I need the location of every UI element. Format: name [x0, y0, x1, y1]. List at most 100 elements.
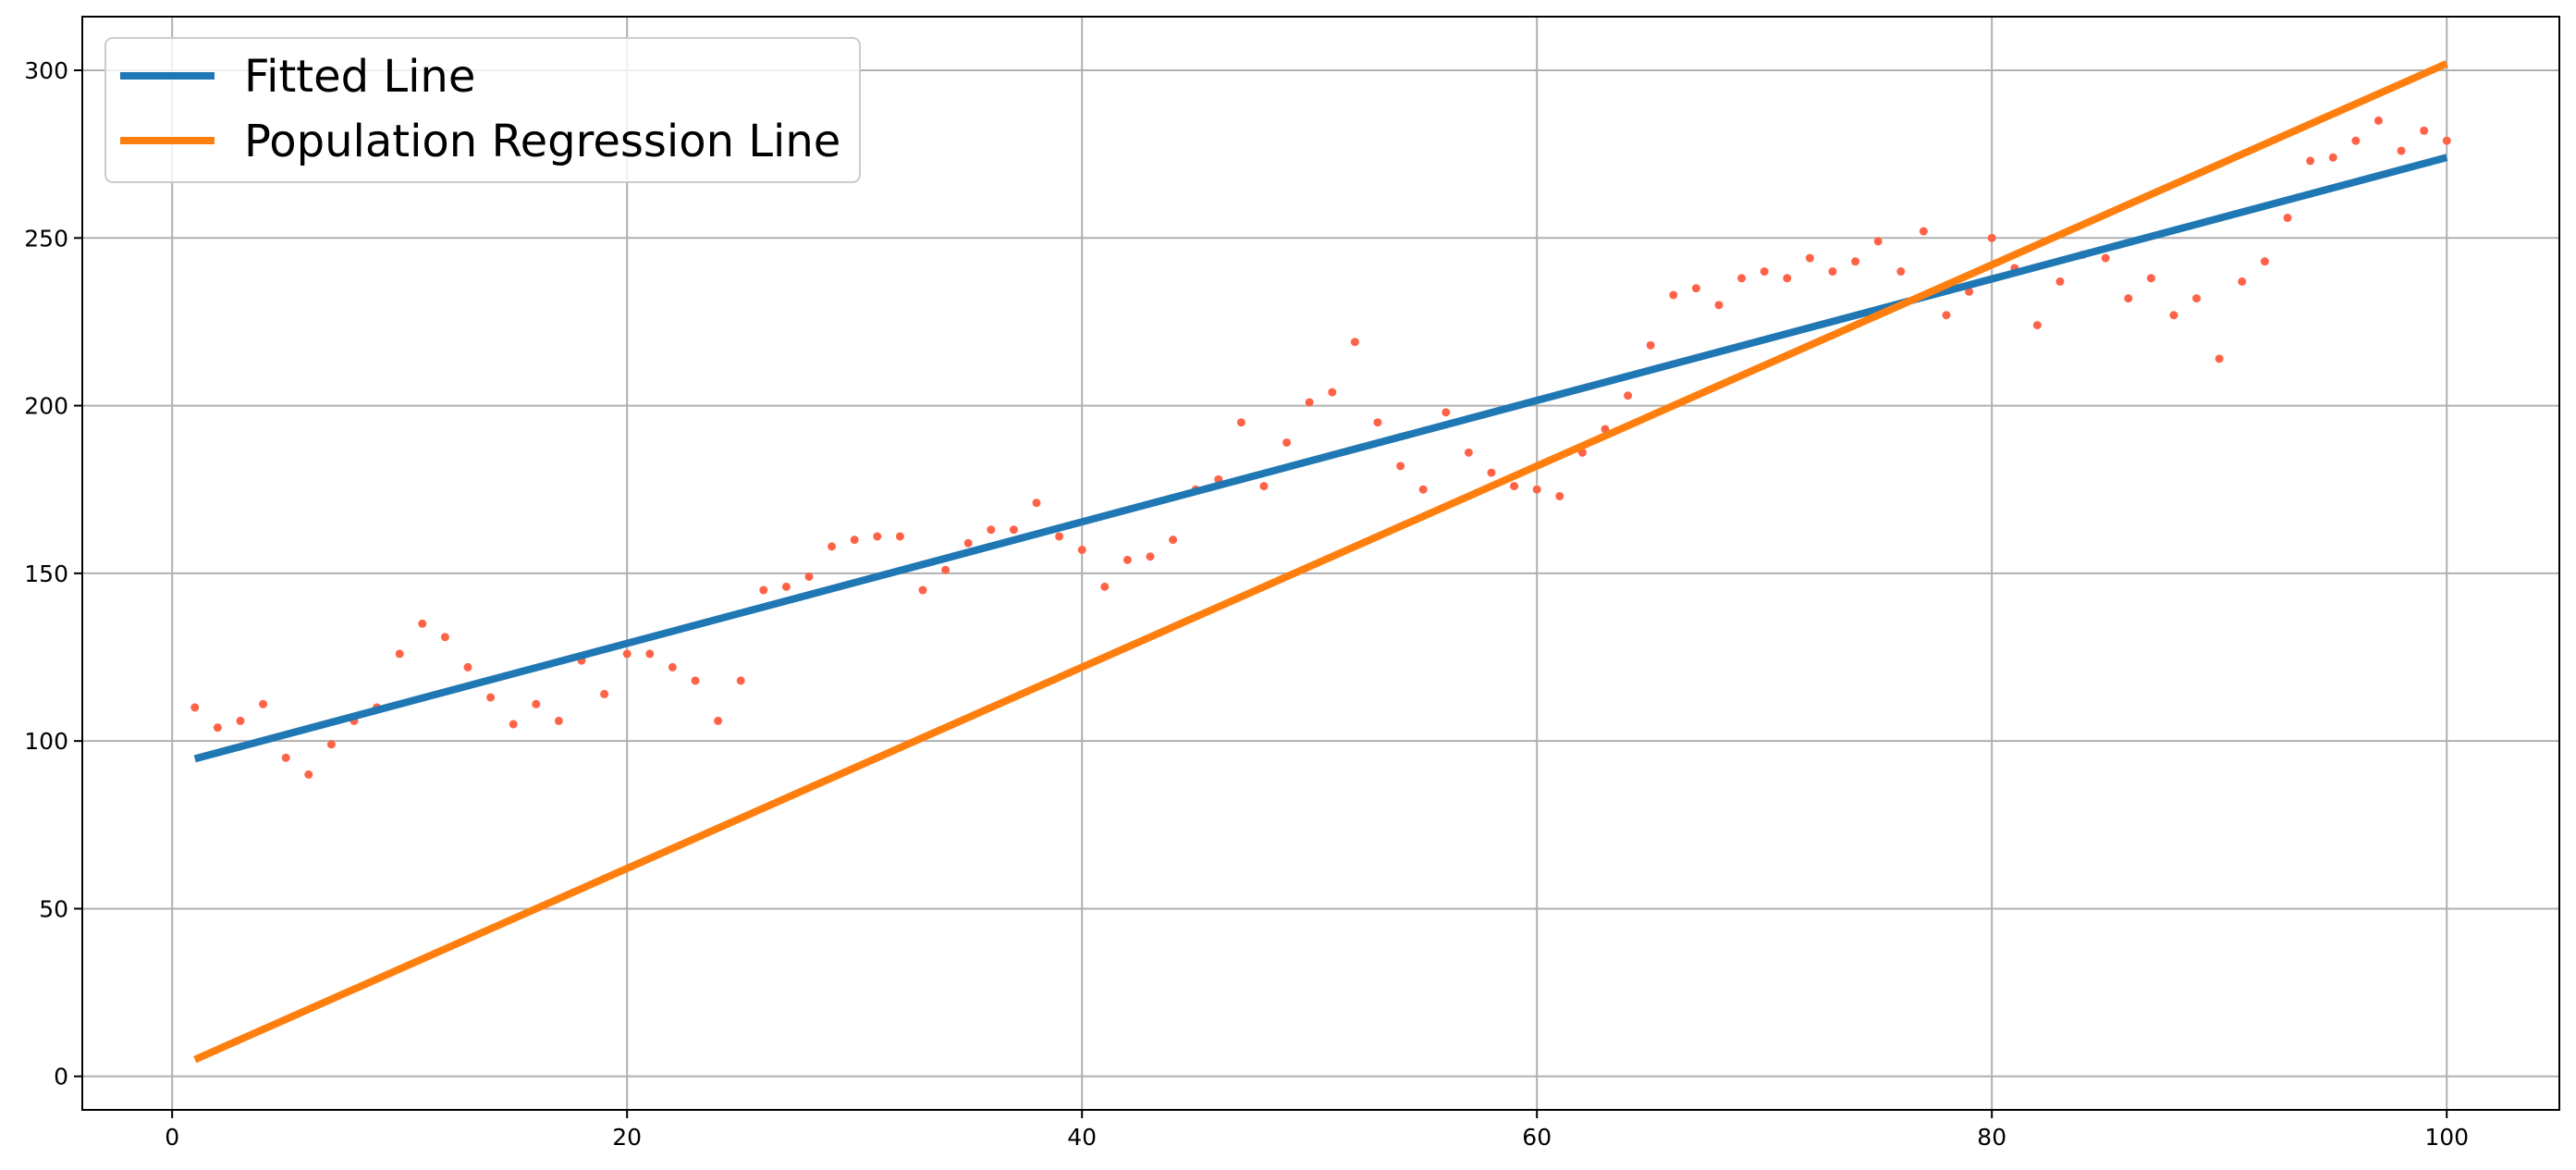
- scatter-point: [2328, 153, 2337, 162]
- x-tick-label: 0: [165, 1124, 179, 1151]
- scatter-point: [1169, 536, 1178, 545]
- scatter-point: [2146, 274, 2155, 283]
- scatter-points: [190, 116, 2451, 779]
- scatter-point: [1783, 274, 1792, 283]
- scatter-point: [804, 573, 814, 582]
- x-tick-label: 100: [2424, 1124, 2469, 1151]
- scatter-point: [828, 542, 837, 551]
- x-tick-label: 60: [1522, 1124, 1552, 1151]
- legend-label-fitted-line: Fitted Line: [244, 51, 475, 103]
- scatter-point: [2374, 116, 2383, 125]
- scatter-point: [781, 582, 791, 591]
- grid-lines: [82, 17, 2559, 1110]
- scatter-point: [1487, 468, 1496, 477]
- scatter-point: [395, 649, 404, 659]
- scatter-point: [987, 525, 996, 535]
- y-tick-label: 0: [54, 1064, 68, 1090]
- scatter-point: [895, 532, 904, 541]
- scatter-point: [236, 716, 245, 725]
- scatter-point: [1691, 284, 1700, 293]
- scatter-point: [2260, 257, 2269, 266]
- scatter-point: [1146, 552, 1155, 561]
- scatter-point: [2420, 126, 2429, 135]
- scatter-point: [2192, 294, 2202, 303]
- scatter-point: [2032, 321, 2042, 330]
- scatter-point: [1919, 227, 1928, 236]
- scatter-point: [1669, 290, 1678, 300]
- x-tick-label: 40: [1067, 1124, 1097, 1151]
- population-regression-line: [193, 60, 2448, 1064]
- scatter-point: [326, 740, 336, 749]
- scatter-point: [1646, 340, 1655, 350]
- legend-box: [104, 37, 861, 183]
- scatter-point: [1873, 237, 1883, 246]
- scatter-point: [2055, 277, 2065, 286]
- scatter-point: [873, 532, 882, 541]
- x-tick-label: 80: [1977, 1124, 2006, 1151]
- scatter-point: [622, 649, 632, 659]
- scatter-point: [1350, 338, 1359, 347]
- scatter-point: [1464, 448, 1473, 457]
- series-lines: [193, 60, 2448, 1064]
- scatter-point: [1441, 408, 1451, 417]
- scatter-point: [1510, 482, 1519, 491]
- legend: Fitted Line Population Regression Line: [104, 37, 861, 183]
- scatter-point: [463, 662, 472, 671]
- scatter-point: [1828, 267, 1837, 277]
- y-tick-label: 100: [24, 728, 68, 755]
- scatter-point: [2214, 354, 2224, 363]
- scatter-point: [1373, 418, 1382, 427]
- scatter-point: [190, 703, 200, 712]
- scatter-point: [1965, 287, 1974, 296]
- scatter-point: [1714, 301, 1723, 310]
- scatter-point: [1942, 311, 1951, 320]
- plot-frame: [81, 16, 2560, 1111]
- scatter-point: [2169, 311, 2178, 320]
- scatter-point: [532, 699, 541, 708]
- y-tick-label: 300: [24, 57, 68, 84]
- fitted-line: [193, 154, 2448, 763]
- x-tick-label: 20: [612, 1124, 642, 1151]
- scatter-point: [1122, 555, 1132, 564]
- scatter-point: [645, 649, 655, 659]
- scatter-point: [2283, 214, 2292, 223]
- legend-label-population-regression-line: Population Regression Line: [244, 116, 840, 167]
- scatter-point: [963, 538, 973, 548]
- scatter-point: [2442, 136, 2451, 145]
- scatter-point: [486, 693, 496, 702]
- scatter-point: [1737, 274, 1747, 283]
- scatter-point: [736, 676, 745, 685]
- scatter-point: [1009, 525, 1018, 535]
- scatter-point: [2124, 294, 2133, 303]
- scatter-point: [213, 723, 222, 733]
- scatter-point: [714, 716, 723, 725]
- scatter-point: [2238, 277, 2247, 286]
- scatter-point: [941, 565, 951, 574]
- y-tick-label: 150: [24, 560, 68, 587]
- scatter-point: [1805, 253, 1814, 263]
- scatter-point: [1532, 485, 1541, 494]
- scatter-point: [1328, 388, 1337, 397]
- axis-ticks: 0 20 40 60 80 100 0 50 100 150 200 250 300: [24, 57, 2469, 1151]
- scatter-point: [1259, 482, 1269, 491]
- scatter-point: [1760, 267, 1769, 277]
- y-tick-label: 50: [39, 895, 68, 922]
- scatter-point: [691, 676, 700, 685]
- scatter-point: [1100, 582, 1110, 591]
- scatter-point: [2101, 253, 2110, 263]
- scatter-point: [668, 662, 677, 671]
- scatter-point: [1282, 437, 1292, 447]
- scatter-point: [509, 720, 518, 729]
- scatter-point: [918, 585, 927, 595]
- scatter-point: [2397, 146, 2406, 155]
- scatter-point: [759, 585, 768, 595]
- scatter-point: [259, 699, 268, 708]
- scatter-point: [1418, 485, 1428, 494]
- scatter-point: [1987, 233, 1996, 242]
- scatter-point: [2351, 136, 2361, 145]
- scatter-point: [1624, 391, 1633, 400]
- scatter-point: [1896, 267, 1906, 277]
- scatter-point: [440, 633, 449, 642]
- scatter-point: [554, 716, 563, 725]
